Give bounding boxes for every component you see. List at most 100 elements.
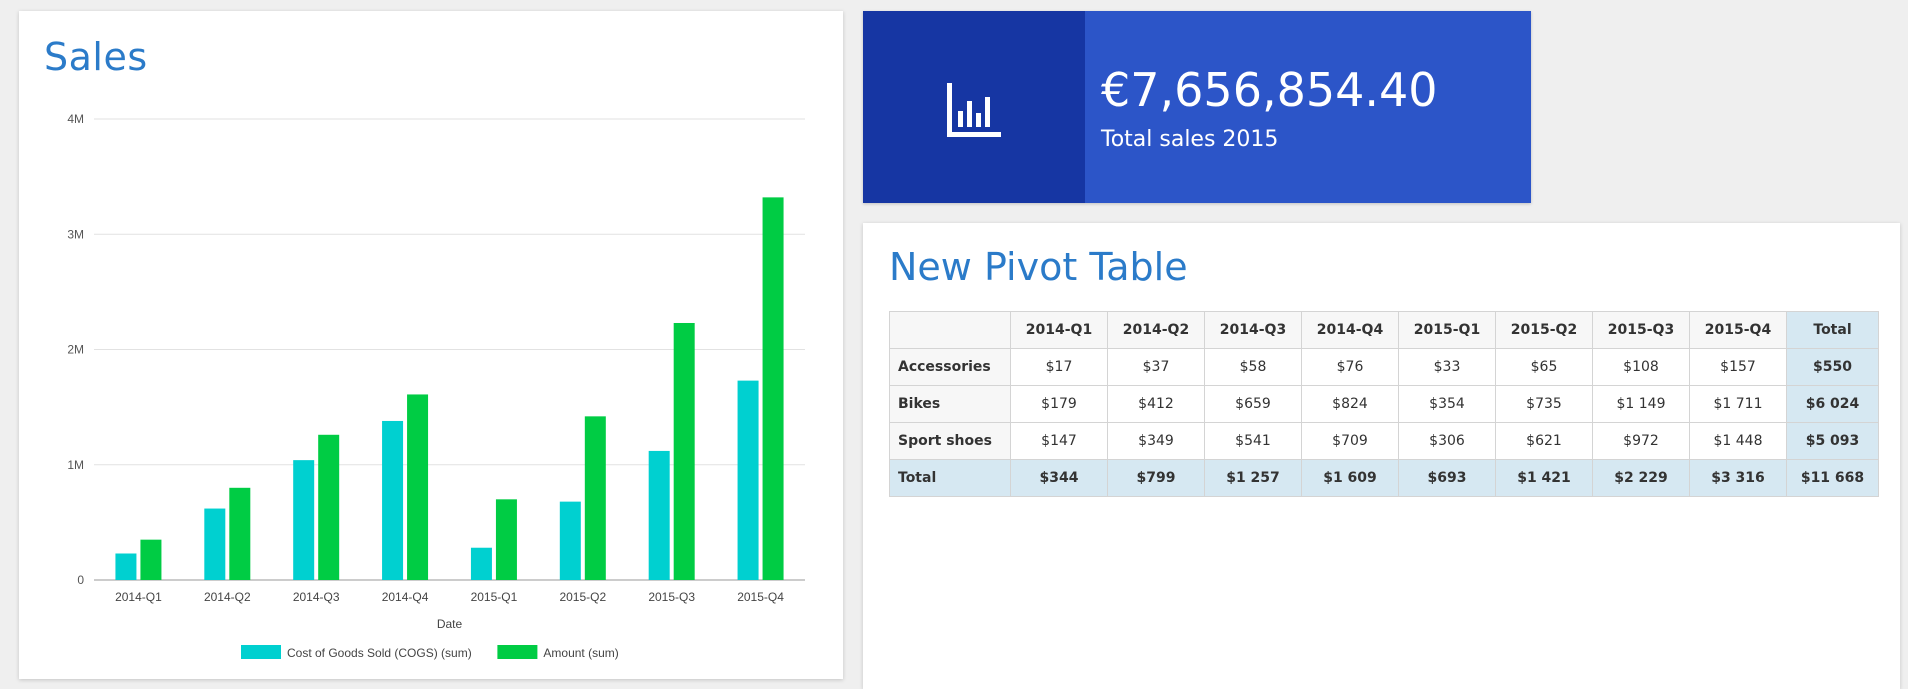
pivot-column-header: 2015-Q3 — [1592, 311, 1690, 349]
pivot-title: New Pivot Table — [889, 245, 1188, 289]
pivot-cell: $1 448 — [1689, 422, 1787, 460]
pivot-cell: $33 — [1398, 348, 1496, 386]
pivot-cell: $179 — [1010, 385, 1108, 423]
pivot-cell: $550 — [1786, 348, 1879, 386]
y-tick-label: 4M — [67, 112, 84, 126]
pivot-cell: $6 024 — [1786, 385, 1879, 423]
pivot-corner-cell — [889, 311, 1011, 349]
pivot-cell: $1 711 — [1689, 385, 1787, 423]
pivot-cell: $799 — [1107, 459, 1205, 497]
bar-cogs — [382, 420, 404, 580]
pivot-cell: $972 — [1592, 422, 1690, 460]
legend-label: Amount (sum) — [543, 646, 618, 660]
x-tick-label: 2014-Q2 — [204, 590, 251, 604]
pivot-cell: $1 421 — [1495, 459, 1593, 497]
bar-amount — [140, 539, 162, 580]
pivot-cell: $17 — [1010, 348, 1108, 386]
legend-label: Cost of Goods Sold (COGS) (sum) — [287, 646, 472, 660]
pivot-cell: $1 609 — [1301, 459, 1399, 497]
pivot-cell: $344 — [1010, 459, 1108, 497]
x-axis-title: Date — [437, 617, 463, 631]
pivot-cell: $76 — [1301, 348, 1399, 386]
pivot-cell: $412 — [1107, 385, 1205, 423]
pivot-cell: $354 — [1398, 385, 1496, 423]
kpi-label: Total sales 2015 — [1101, 127, 1279, 152]
x-tick-label: 2015-Q2 — [559, 590, 606, 604]
pivot-column-header: 2014-Q2 — [1107, 311, 1205, 349]
x-tick-label: 2015-Q4 — [737, 590, 784, 604]
pivot-column-header: 2015-Q2 — [1495, 311, 1593, 349]
x-tick-label: 2015-Q3 — [648, 590, 695, 604]
pivot-cell: $735 — [1495, 385, 1593, 423]
pivot-cell: $3 316 — [1689, 459, 1787, 497]
pivot-cell: $621 — [1495, 422, 1593, 460]
pivot-cell: $37 — [1107, 348, 1205, 386]
pivot-cell: $306 — [1398, 422, 1496, 460]
pivot-cell: $349 — [1107, 422, 1205, 460]
bar-cogs — [648, 450, 670, 580]
legend-swatch — [497, 645, 538, 659]
bar-cogs — [293, 460, 315, 580]
kpi-card: €7,656,854.40 Total sales 2015 — [863, 11, 1531, 203]
x-tick-label: 2014-Q1 — [115, 590, 162, 604]
pivot-column-header: 2015-Q1 — [1398, 311, 1496, 349]
pivot-cell: $65 — [1495, 348, 1593, 386]
x-tick-label: 2014-Q4 — [382, 590, 429, 604]
pivot-cell: $11 668 — [1786, 459, 1879, 497]
x-tick-label: 2014-Q3 — [293, 590, 340, 604]
pivot-cell: $58 — [1204, 348, 1302, 386]
pivot-cell: $147 — [1010, 422, 1108, 460]
pivot-total-row: Total $344 $799 $1 257 $1 609 $693 $1 421 $2 22… — [889, 459, 1879, 497]
bar-cogs — [559, 501, 581, 580]
pivot-row-header: Sport shoes — [889, 422, 1011, 460]
kpi-value: €7,656,854.40 — [1101, 63, 1438, 117]
pivot-column-header: 2015-Q4 — [1689, 311, 1787, 349]
kpi-icon-panel — [863, 11, 1085, 203]
pivot-cell: $1 149 — [1592, 385, 1690, 423]
sales-bar-chart: 0 1M 2M 3M 4M 2014-Q1 2014-Q2 2014-Q3 2014-Q4 201… — [67, 112, 805, 660]
y-tick-label: 1M — [67, 458, 84, 472]
sales-chart-card: Sales 0 1M 2M 3M 4M 2014-Q1 2014-Q2 2014-Q3 2014… — [19, 11, 843, 679]
bar-amount — [407, 394, 429, 580]
bar-cogs — [737, 380, 759, 580]
bar-amount — [762, 197, 784, 580]
bar-cogs — [204, 508, 226, 580]
pivot-cell: $1 257 — [1204, 459, 1302, 497]
pivot-column-header: 2014-Q1 — [1010, 311, 1108, 349]
pivot-row-header: Bikes — [889, 385, 1011, 423]
pivot-row: Sport shoes $147 $349 $541 $709 $306 $621 $972 $… — [889, 422, 1879, 460]
pivot-cell: $824 — [1301, 385, 1399, 423]
bar-cogs — [470, 547, 492, 580]
pivot-cell: $108 — [1592, 348, 1690, 386]
bar-amount — [229, 487, 251, 580]
y-tick-label: 2M — [67, 343, 84, 357]
pivot-column-header: 2014-Q4 — [1301, 311, 1399, 349]
pivot-cell: $2 229 — [1592, 459, 1690, 497]
bar-amount — [584, 416, 606, 580]
pivot-row-header: Total — [889, 459, 1011, 497]
y-tick-label: 0 — [77, 573, 84, 587]
pivot-row: Accessories $17 $37 $58 $76 $33 $65 $108 $157 $55… — [889, 348, 1879, 386]
pivot-cell: $659 — [1204, 385, 1302, 423]
sales-title: Sales — [44, 35, 148, 79]
pivot-table: 2014-Q1 2014-Q2 2014-Q3 2014-Q4 2015-Q1 2015-… — [889, 311, 1879, 497]
pivot-column-header: Total — [1786, 311, 1879, 349]
x-tick-label: 2015-Q1 — [471, 590, 518, 604]
legend-swatch — [241, 645, 281, 659]
pivot-column-header: 2014-Q3 — [1204, 311, 1302, 349]
bar-chart-icon — [947, 83, 1001, 137]
pivot-cell: $5 093 — [1786, 422, 1879, 460]
pivot-cell: $709 — [1301, 422, 1399, 460]
pivot-row-header: Accessories — [889, 348, 1011, 386]
pivot-header-row: 2014-Q1 2014-Q2 2014-Q3 2014-Q4 2015-Q1 2015-… — [889, 311, 1879, 349]
bar-amount — [673, 322, 695, 580]
pivot-cell: $541 — [1204, 422, 1302, 460]
pivot-row: Bikes $179 $412 $659 $824 $354 $735 $1 149 $1 71… — [889, 385, 1879, 423]
bar-amount — [318, 434, 340, 580]
y-tick-label: 3M — [67, 227, 84, 241]
pivot-cell: $693 — [1398, 459, 1496, 497]
bar-cogs — [115, 553, 137, 580]
bar-amount — [495, 499, 517, 580]
pivot-table-card: New Pivot Table 2014-Q1 2014-Q2 2014-Q3 201… — [863, 223, 1900, 689]
pivot-cell: $157 — [1689, 348, 1787, 386]
